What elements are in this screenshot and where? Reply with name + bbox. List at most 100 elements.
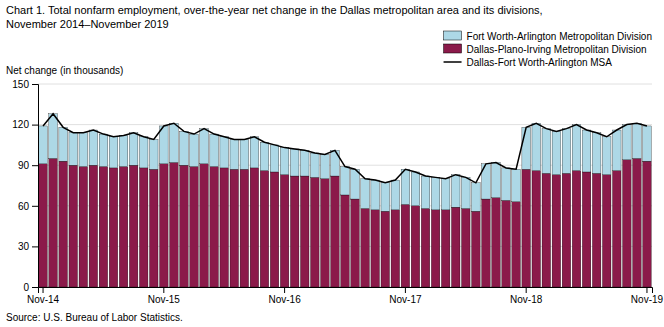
bar	[411, 172, 420, 206]
x-tick-mark	[405, 287, 406, 293]
y-tick: 60	[18, 201, 38, 212]
chart: Chart 1. Total nonfarm employment, over-…	[0, 0, 664, 327]
bar	[250, 168, 259, 287]
bar	[240, 139, 249, 169]
bar	[129, 165, 138, 287]
bar	[160, 126, 169, 164]
bar	[351, 199, 360, 287]
y-tick-label: 60	[18, 201, 30, 212]
bar	[180, 165, 189, 287]
bar	[482, 199, 491, 287]
bar	[592, 133, 601, 174]
bar	[391, 180, 400, 210]
x-tick-label: Nov-19	[631, 294, 664, 305]
bar	[441, 179, 450, 210]
bar	[612, 171, 621, 287]
bar	[602, 137, 611, 175]
bar	[280, 148, 289, 175]
bar	[240, 169, 249, 287]
x-tick: Nov-18	[510, 287, 543, 305]
bar	[210, 167, 219, 287]
x-tick-label: Nov-14	[27, 294, 60, 305]
bar	[129, 133, 138, 165]
y-tick-label: 120	[12, 119, 29, 130]
bar	[341, 195, 350, 287]
legend-label: Dallas-Fort Worth-Arlington MSA	[467, 57, 613, 68]
legend-label: Fort Worth-Arlington Metropolitan Divisi…	[467, 31, 652, 42]
bar	[441, 210, 450, 287]
y-tick: 0	[23, 282, 38, 293]
bar	[532, 123, 541, 170]
y-tick: 120	[12, 119, 38, 130]
legend-swatch	[444, 61, 462, 63]
legend-item: Dallas-Plano-Irving Metropolitan Divisio…	[444, 44, 647, 55]
legend-swatch	[444, 31, 462, 40]
bar	[49, 114, 58, 159]
y-tick-mark	[32, 165, 38, 166]
bar	[421, 209, 430, 287]
bar	[109, 137, 118, 168]
bar	[562, 173, 571, 287]
bar	[552, 175, 561, 287]
bar	[119, 135, 128, 166]
bar	[502, 168, 511, 200]
bar	[472, 183, 481, 211]
x-tick: Nov-14	[27, 287, 60, 305]
bar	[612, 130, 621, 171]
bar	[139, 168, 148, 287]
x-axis: Nov-14 Nov-15 Nov-16 Nov-17 Nov-18 Nov-19	[27, 287, 664, 305]
subtitle: November 2014–November 2019	[6, 18, 169, 30]
bar	[421, 176, 430, 208]
bar	[290, 149, 299, 176]
bar	[451, 175, 460, 207]
grid-line	[38, 124, 652, 125]
bar	[49, 158, 58, 287]
bar	[582, 130, 591, 172]
bar	[180, 131, 189, 165]
bar	[371, 210, 380, 287]
bar	[361, 179, 370, 209]
bar	[643, 126, 652, 161]
x-tick-mark	[284, 287, 285, 293]
x-tick: Nov-16	[268, 287, 301, 305]
y-axis-line	[32, 85, 39, 288]
bar	[462, 209, 471, 287]
bar	[210, 134, 219, 166]
legend-item: Dallas-Fort Worth-Arlington MSA	[444, 57, 613, 68]
legend-item: Fort Worth-Arlington Metropolitan Divisi…	[444, 31, 652, 42]
bar	[582, 172, 591, 287]
x-tick-label: Nov-15	[148, 294, 181, 305]
bar	[602, 175, 611, 287]
y-axis: 0306090120150	[12, 79, 38, 293]
bar	[502, 200, 511, 287]
bar	[220, 168, 229, 287]
bar	[59, 127, 68, 161]
bar	[331, 176, 340, 287]
bar	[300, 150, 309, 176]
bar	[260, 171, 269, 287]
bar	[79, 167, 88, 287]
x-tick-label: Nov-17	[389, 294, 422, 305]
legend-swatch	[444, 44, 462, 53]
bar	[391, 210, 400, 287]
y-axis-label: Net change (in thousands)	[6, 65, 123, 76]
bar	[270, 145, 279, 172]
x-tick-mark	[163, 287, 164, 293]
bar	[562, 129, 571, 174]
data-marks	[39, 114, 651, 287]
bar	[99, 167, 108, 287]
bar	[492, 198, 501, 287]
bar	[431, 210, 440, 287]
bar	[170, 162, 179, 287]
bar	[633, 123, 642, 158]
bar	[633, 158, 642, 287]
bar	[99, 134, 108, 166]
bar	[522, 169, 531, 287]
bar	[321, 179, 330, 287]
bar	[200, 164, 209, 287]
bar	[472, 211, 481, 287]
bar	[89, 130, 98, 165]
bar	[59, 161, 68, 287]
bar	[532, 171, 541, 287]
title: Chart 1. Total nonfarm employment, over-…	[6, 4, 543, 16]
